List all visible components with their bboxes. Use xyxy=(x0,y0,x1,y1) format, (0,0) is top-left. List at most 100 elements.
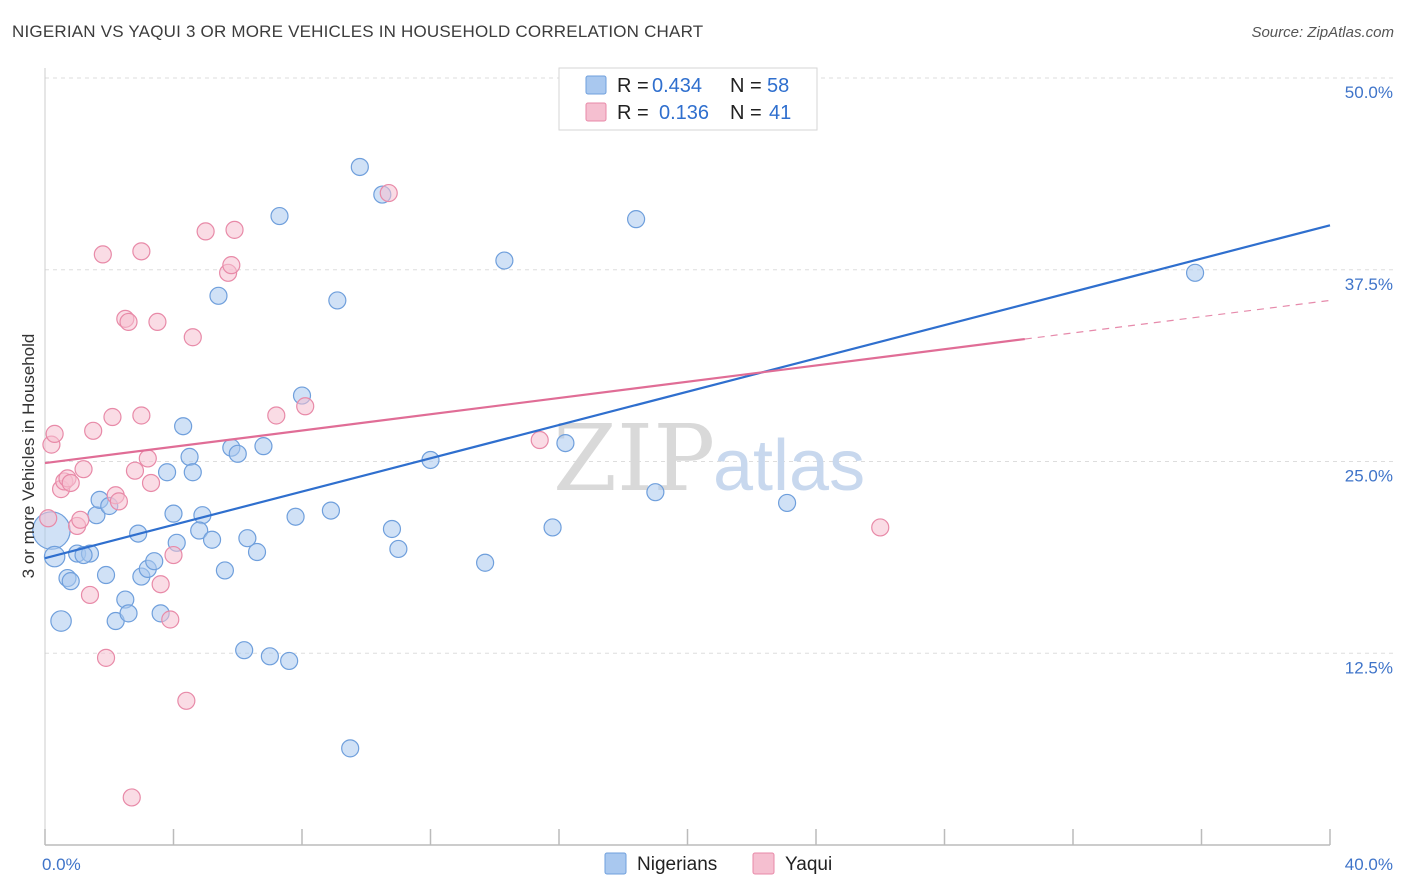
point-nigerians xyxy=(209,286,228,305)
point-yaqui xyxy=(109,492,128,511)
point-nigerians xyxy=(260,647,279,666)
legend-n-label-yaqui: N = xyxy=(730,102,762,124)
y-axis-title: 3 or more Vehicles in Household xyxy=(19,334,38,579)
grid-lines xyxy=(45,77,1395,654)
point-yaqui xyxy=(183,328,202,347)
watermark: ZIP atlas xyxy=(553,405,865,512)
legend-swatch-nigerians xyxy=(585,75,607,95)
legend: R = 0.434 N = 58 R = 0.136 N = 41 xyxy=(558,67,818,131)
trend-line-yaqui-extension xyxy=(1024,299,1331,340)
point-nigerians xyxy=(254,437,273,456)
y-tick-label: 50.0% xyxy=(1345,83,1393,102)
point-yaqui xyxy=(164,545,183,565)
point-nigerians xyxy=(777,493,797,513)
point-nigerians xyxy=(215,561,234,580)
point-nigerians xyxy=(145,552,164,571)
point-yaqui xyxy=(93,245,112,264)
source-credit: Source: ZipAtlas.com xyxy=(1251,24,1394,41)
legend-r-value-yaqui: 0.136 xyxy=(659,102,709,124)
point-nigerians xyxy=(235,641,254,660)
point-nigerians xyxy=(61,572,80,591)
chart-title: NIGERIAN VS YAQUI 3 OR MORE VEHICLES IN … xyxy=(12,22,704,41)
point-nigerians xyxy=(238,529,257,548)
point-nigerians xyxy=(328,291,347,310)
point-nigerians xyxy=(157,463,177,482)
trend-line-yaqui xyxy=(44,337,1025,465)
point-yaqui xyxy=(74,460,93,479)
point-nigerians xyxy=(180,447,199,466)
point-nigerians xyxy=(96,565,116,585)
y-tick-label: 37.5% xyxy=(1345,275,1393,294)
legend-r-value-nigerians: 0.434 xyxy=(652,75,702,97)
legend-r-label-nigerians: R = xyxy=(617,75,649,97)
tick-labels: 12.5% 25.0% 37.5% 50.0% 0.0% 40.0% xyxy=(42,83,1393,874)
point-nigerians xyxy=(382,519,402,539)
point-nigerians xyxy=(174,417,193,436)
point-nigerians xyxy=(626,210,646,229)
point-yaqui xyxy=(871,518,890,537)
point-nigerians xyxy=(543,518,562,537)
point-yaqui xyxy=(379,183,398,203)
watermark-atlas: atlas xyxy=(713,426,865,506)
y-tick-label: 25.0% xyxy=(1345,467,1393,486)
point-nigerians xyxy=(286,507,305,526)
point-yaqui xyxy=(39,509,58,528)
legend-n-value-yaqui: 41 xyxy=(769,102,791,124)
point-yaqui xyxy=(296,397,315,416)
point-yaqui xyxy=(132,406,151,425)
point-yaqui xyxy=(138,449,157,468)
point-yaqui xyxy=(141,473,161,493)
watermark-zip: ZIP xyxy=(553,405,715,512)
point-yaqui xyxy=(267,406,286,425)
point-yaqui xyxy=(177,691,196,710)
bottom-legend-label-yaqui: Yaqui xyxy=(785,854,832,875)
data-points xyxy=(32,157,1205,807)
point-yaqui xyxy=(119,312,138,332)
x-tick-label: 0.0% xyxy=(42,855,81,874)
point-yaqui xyxy=(96,648,116,667)
point-yaqui xyxy=(196,222,215,241)
point-nigerians xyxy=(247,542,267,562)
legend-r-label-yaqui: R = xyxy=(617,102,649,124)
point-nigerians xyxy=(321,501,341,520)
point-yaqui xyxy=(125,461,145,480)
x-tick-label: 40.0% xyxy=(1345,855,1393,874)
point-nigerians xyxy=(341,739,360,758)
point-yaqui xyxy=(122,788,141,807)
point-nigerians xyxy=(119,604,138,623)
point-nigerians xyxy=(74,545,93,565)
point-nigerians xyxy=(476,553,495,572)
point-nigerians xyxy=(556,433,575,453)
point-yaqui xyxy=(161,610,180,629)
point-nigerians xyxy=(280,651,299,671)
point-yaqui xyxy=(71,510,90,529)
point-nigerians xyxy=(202,530,222,549)
bottom-legend-swatch-nigerians xyxy=(604,852,627,875)
legend-n-value-nigerians: 58 xyxy=(767,75,789,97)
trend-lines xyxy=(44,224,1331,560)
point-yaqui xyxy=(225,220,244,239)
bottom-legend-swatch-yaqui xyxy=(752,852,775,875)
legend-swatch-yaqui xyxy=(585,102,607,122)
point-nigerians xyxy=(495,251,514,270)
point-yaqui xyxy=(132,242,151,261)
point-nigerians xyxy=(350,157,369,177)
point-yaqui xyxy=(222,256,241,275)
point-yaqui xyxy=(45,424,64,443)
point-nigerians xyxy=(190,521,209,540)
bottom-legend-label-nigerians: Nigerians xyxy=(637,854,717,875)
y-tick-label: 12.5% xyxy=(1345,658,1393,677)
point-nigerians xyxy=(183,463,202,482)
point-yaqui xyxy=(80,585,100,605)
point-yaqui xyxy=(148,312,167,332)
trend-line-nigerians xyxy=(44,224,1331,560)
point-nigerians xyxy=(164,504,183,523)
legend-n-label-nigerians: N = xyxy=(730,75,762,97)
point-yaqui xyxy=(61,473,80,493)
point-yaqui xyxy=(151,575,170,594)
point-nigerians xyxy=(50,610,72,632)
point-nigerians xyxy=(646,483,665,502)
point-yaqui xyxy=(530,430,549,450)
point-nigerians xyxy=(1185,263,1205,282)
